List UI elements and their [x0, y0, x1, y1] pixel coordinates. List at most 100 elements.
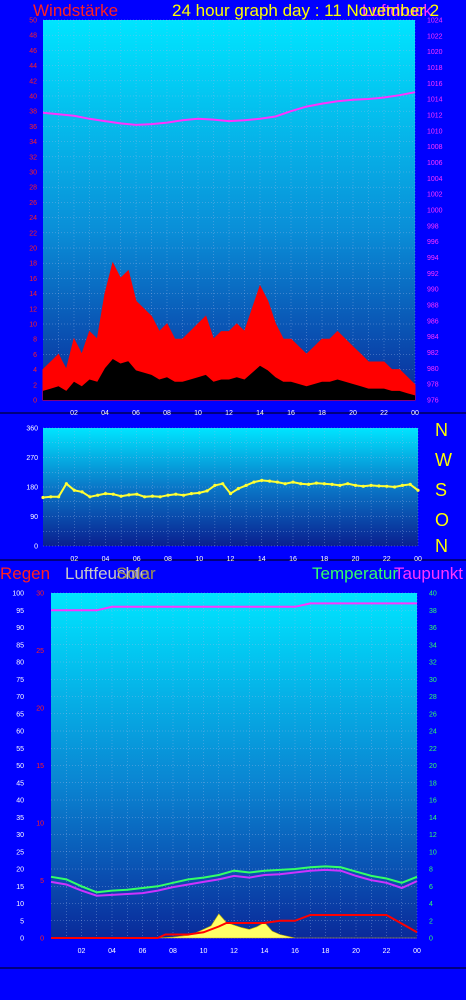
direction-point: [314, 481, 318, 485]
axis-tick-label: 1014: [427, 97, 443, 104]
axis-tick-label: 10: [16, 901, 24, 908]
hour-tick-label: 12: [227, 556, 235, 563]
direction-point: [275, 480, 279, 484]
direction-point: [330, 482, 334, 486]
axis-tick-label: 95: [16, 608, 24, 615]
direction-point: [369, 483, 373, 487]
axis-tick-label: 50: [29, 18, 37, 25]
hour-tick-label: 14: [256, 410, 264, 417]
axis-tick-label: 1022: [427, 33, 443, 40]
axis-tick-label: 40: [16, 798, 24, 805]
axis-tick-label: 10: [429, 849, 437, 856]
direction-point: [361, 484, 365, 488]
solar-label: Solar: [116, 564, 156, 583]
axis-tick-label: 984: [427, 334, 439, 341]
axis-tick-label: 30: [429, 677, 437, 684]
hour-tick-label: 02: [70, 556, 78, 563]
compass-label: W: [435, 450, 452, 470]
axis-tick-label: 1002: [427, 192, 443, 199]
hour-tick-label: 14: [258, 556, 266, 563]
hour-tick-label: 12: [225, 410, 233, 417]
hour-tick-label: 06: [132, 410, 140, 417]
direction-point: [57, 495, 61, 499]
rain-line: [51, 914, 418, 939]
axis-tick-label: 30: [16, 832, 24, 839]
axis-tick-label: 44: [29, 63, 37, 70]
direction-point: [103, 492, 108, 496]
axis-tick-label: 14: [429, 815, 437, 822]
axis-tick-label: 24: [29, 215, 37, 222]
axis-tick-label: 36: [29, 124, 37, 131]
axis-tick-label: 60: [16, 729, 24, 736]
direction-point: [80, 490, 84, 494]
axis-tick-label: 14: [29, 291, 37, 298]
axis-tick-label: 90: [30, 514, 38, 521]
wind-area: [42, 261, 416, 401]
wind-mean-area: [43, 359, 415, 400]
axis-tick-label: 100: [12, 591, 24, 598]
axis-tick-label: 50: [16, 763, 24, 770]
axis-tick-label: 15: [36, 763, 44, 770]
axis-tick-label: 6: [33, 352, 37, 359]
direction-point: [205, 489, 209, 493]
axis-tick-label: 4: [429, 901, 433, 908]
hour-tick-label: 00: [411, 410, 419, 417]
direction-point: [41, 495, 45, 500]
dewpoint-label: Taupunkt: [394, 564, 463, 583]
axis-tick-label: 70: [16, 694, 24, 701]
axis-tick-label: 1008: [427, 144, 443, 151]
direction-point: [322, 482, 326, 486]
direction-point: [338, 483, 342, 487]
humidity-line: [51, 602, 417, 612]
axis-tick-label: 20: [36, 706, 44, 713]
axis-tick-label: 18: [29, 261, 37, 268]
direction-point: [197, 491, 201, 495]
direction-point: [189, 492, 193, 496]
hour-tick-label: 08: [164, 556, 172, 563]
hour-tick-label: 22: [383, 556, 391, 563]
axis-tick-label: 998: [427, 223, 439, 230]
axis-tick-label: 1018: [427, 65, 443, 72]
axis-tick-label: 10: [29, 322, 37, 329]
axis-tick-label: 18: [429, 780, 437, 787]
hour-tick-label: 04: [101, 410, 109, 417]
hour-tick-label: 02: [70, 410, 78, 417]
axis-tick-label: 6: [429, 884, 433, 891]
axis-tick-label: 994: [427, 255, 439, 262]
axis-tick-label: 8: [33, 337, 37, 344]
direction-point: [150, 494, 154, 498]
hour-tick-label: 18: [322, 948, 330, 955]
axis-tick-label: 45: [16, 780, 24, 787]
axis-tick-label: 40: [429, 591, 437, 598]
axis-tick-label: 1020: [427, 49, 443, 56]
hour-tick-label: 04: [108, 948, 116, 955]
axis-tick-label: 28: [429, 694, 437, 701]
hour-tick-label: 10: [195, 556, 203, 563]
direction-point: [119, 494, 123, 498]
axis-tick-label: 40: [29, 94, 37, 101]
direction-point: [377, 484, 381, 488]
hour-tick-label: 12: [230, 948, 238, 955]
hour-tick-label: 02: [78, 948, 86, 955]
axis-tick-label: 85: [16, 642, 24, 649]
direction-point: [252, 480, 256, 484]
axis-tick-label: 46: [29, 48, 37, 55]
direction-point: [385, 484, 389, 488]
hour-tick-label: 20: [352, 556, 360, 563]
direction-point: [221, 482, 225, 486]
axis-tick-label: 15: [16, 884, 24, 891]
direction-point: [393, 485, 397, 489]
axis-tick-label: 25: [36, 648, 44, 655]
direction-point: [135, 492, 139, 496]
hour-tick-label: 20: [349, 410, 357, 417]
hour-tick-label: 08: [163, 410, 171, 417]
axis-tick-label: 10: [36, 821, 44, 828]
axis-tick-label: 360: [26, 426, 38, 433]
hour-tick-label: 10: [200, 948, 208, 955]
hour-tick-label: 18: [318, 410, 326, 417]
compass-label: O: [435, 510, 449, 530]
axis-tick-label: 20: [429, 763, 437, 770]
hour-tick-label: 14: [261, 948, 269, 955]
axis-tick-label: 65: [16, 711, 24, 718]
